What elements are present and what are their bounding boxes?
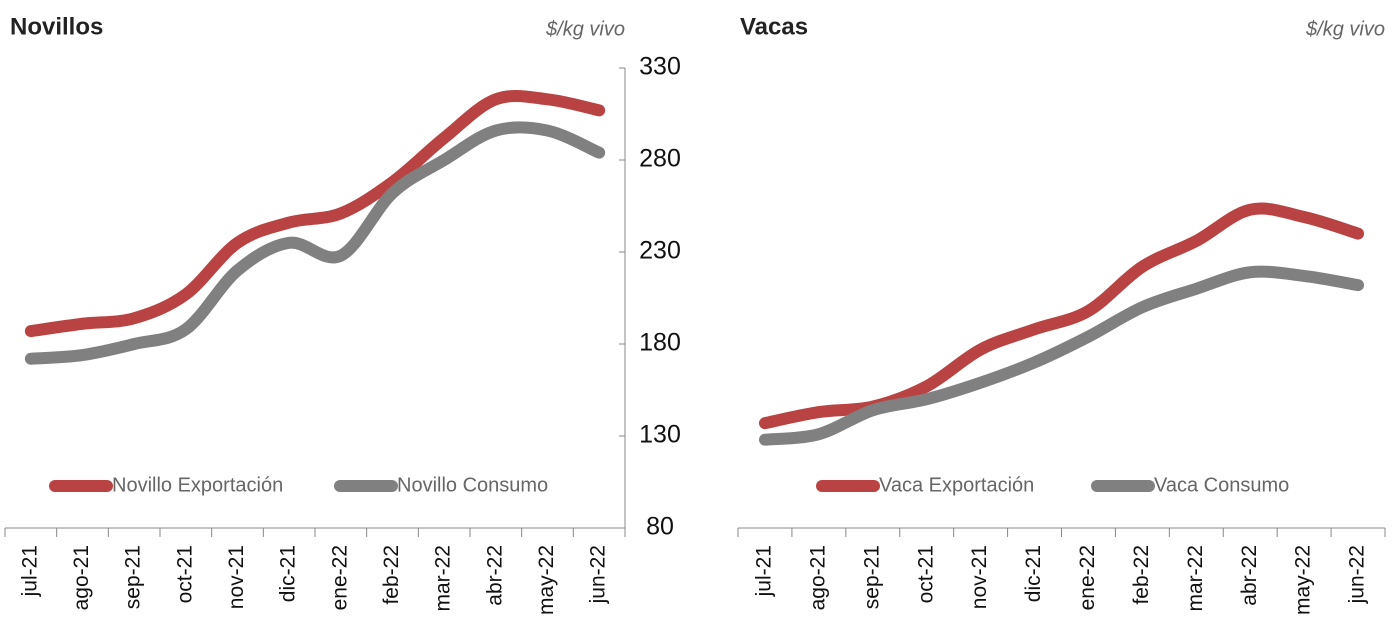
x-tick-label: ago-21 <box>806 545 829 610</box>
y-tick-label: 280 <box>639 145 681 173</box>
x-tick-label: sep-21 <box>860 545 883 609</box>
x-tick-label: mar-22 <box>432 545 455 612</box>
y-tick-label: 330 <box>639 53 681 81</box>
legend-label: Novillo Consumo <box>397 474 548 496</box>
chart-title: Novillos <box>10 13 103 40</box>
y-tick-label: 80 <box>646 513 674 541</box>
unit-label: $/kg vivo <box>1305 18 1385 40</box>
legend-label: Vaca Consumo <box>1154 474 1289 496</box>
x-tick-label: oct-21 <box>173 545 196 603</box>
x-tick-label: ene-22 <box>1076 545 1099 610</box>
series-line <box>758 202 1365 430</box>
x-tick-label: dic-21 <box>277 545 300 602</box>
x-tick-label: nov-21 <box>968 545 991 609</box>
series-line <box>24 121 606 365</box>
x-tick-label: may-22 <box>1292 545 1315 615</box>
unit-label: $/kg vivo <box>545 18 625 40</box>
x-tick-label: feb-22 <box>1130 545 1153 605</box>
chart-title: Vacas <box>740 13 808 40</box>
x-tick-label: abr-22 <box>483 545 506 606</box>
x-tick-label: oct-21 <box>914 545 937 603</box>
legend-label: Vaca Exportación <box>879 474 1034 496</box>
x-tick-label: jul-21 <box>753 545 776 597</box>
x-tick-label: jul-21 <box>18 545 41 597</box>
legend-label: Novillo Exportación <box>112 474 283 496</box>
x-tick-label: ene-22 <box>328 545 351 610</box>
x-tick-label: nov-21 <box>225 545 248 609</box>
y-tick-label: 130 <box>639 421 681 449</box>
series-line <box>24 89 606 338</box>
y-tick-label: 230 <box>639 237 681 265</box>
x-tick-label: may-22 <box>535 545 558 615</box>
x-tick-label: jun-22 <box>587 545 610 604</box>
y-tick-label: 180 <box>639 329 681 357</box>
series-line <box>758 265 1365 446</box>
x-tick-label: feb-22 <box>380 545 403 605</box>
x-tick-label: abr-22 <box>1238 545 1261 606</box>
x-tick-label: ago-21 <box>70 545 93 610</box>
x-tick-label: dic-21 <box>1022 545 1045 602</box>
x-tick-label: sep-21 <box>122 545 145 609</box>
x-tick-label: mar-22 <box>1184 545 1207 612</box>
x-tick-label: jun-22 <box>1346 545 1369 604</box>
